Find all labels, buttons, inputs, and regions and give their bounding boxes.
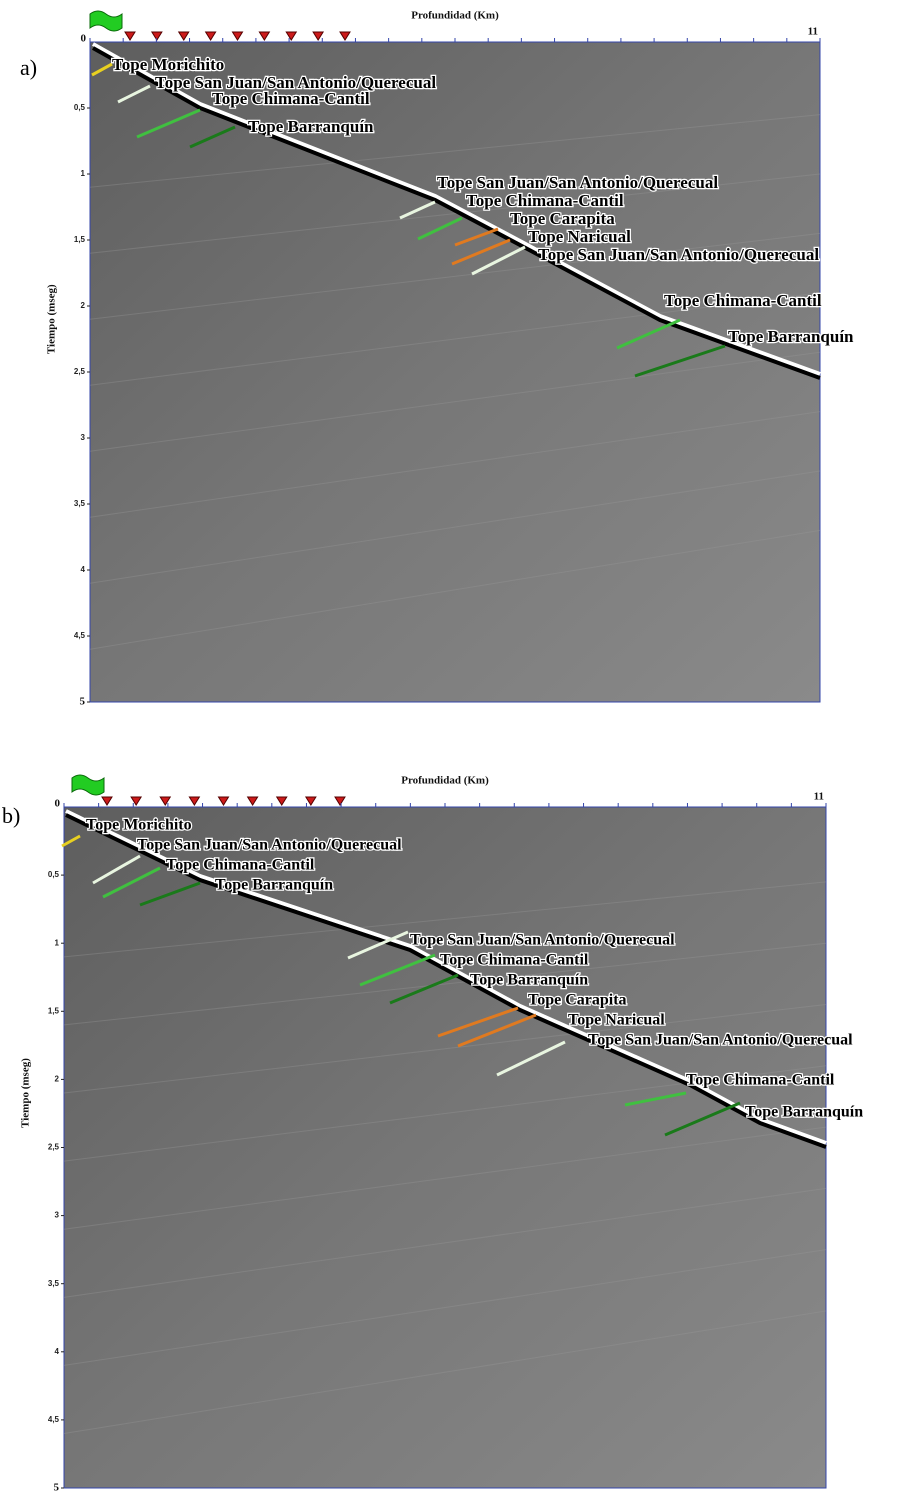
y-tick-label: 1,5 xyxy=(48,1006,60,1015)
x-end-label: 11 xyxy=(814,791,824,803)
horizon-label: Tope Barranquín xyxy=(470,972,588,989)
horizon-label: Tope Carapita xyxy=(528,992,627,1009)
y-tick-label: 1 xyxy=(55,938,60,947)
y-tick-label: 4 xyxy=(81,565,86,574)
horizon-label: Tope Chimana-Cantil xyxy=(466,191,624,210)
receiver-marker xyxy=(248,797,258,805)
y-tick-label: 2,5 xyxy=(74,367,86,376)
receiver-marker xyxy=(219,797,229,805)
receiver-marker xyxy=(160,797,170,805)
receiver-marker xyxy=(286,32,296,40)
horizon-label: Tope San Juan/San Antonio/Querecual xyxy=(588,1032,853,1049)
panel: a) Profundidad (Km) 0 11 0,5 1 1,5 2 2,5 3 3,5 4 4,5… xyxy=(20,10,854,708)
receiver-marker xyxy=(313,32,323,40)
receiver-marker xyxy=(306,797,316,805)
x-end-label: 11 xyxy=(808,26,818,38)
receiver-marker xyxy=(189,797,199,805)
horizon-label: Tope Barranquín xyxy=(248,117,374,136)
y-tick-label: 3,5 xyxy=(74,499,86,508)
y-tick-label: 4 xyxy=(55,1347,60,1356)
horizon-label: Tope Chimana-Cantil xyxy=(212,89,370,108)
panel: b) Profundidad (Km) 0 11 0,5 1 1,5 2 2,5 3 3,5 4 4,5… xyxy=(2,775,863,1491)
y-tick-label: 0,5 xyxy=(48,870,60,879)
y-tick-label: 2 xyxy=(55,1075,60,1084)
figure: a) Profundidad (Km) 0 11 0,5 1 1,5 2 2,5 3 3,5 4 4,5… xyxy=(0,0,919,1491)
receiver-marker xyxy=(206,32,216,40)
y-tick-label: 4,5 xyxy=(74,631,86,640)
x-axis-title: Profundidad (Km) xyxy=(411,10,499,22)
horizon-label: Tope Carapita xyxy=(510,209,615,228)
horizon-label: Tope San Juan/San Antonio/Querecual xyxy=(137,837,402,854)
y-axis-title: Tiempo (mseg) xyxy=(46,284,58,354)
receiver-marker xyxy=(152,32,162,40)
y-tick-label: 0,5 xyxy=(74,103,86,112)
receiver-marker xyxy=(233,32,243,40)
y-tick-label: 3 xyxy=(55,1211,60,1220)
horizon-label: Tope Barranquín xyxy=(745,1104,863,1121)
seismic-section xyxy=(90,42,820,702)
x-start-label: 0 xyxy=(81,33,87,45)
horizon-label: Tope Chimana-Cantil xyxy=(664,291,822,310)
horizon-label: Tope Morichito xyxy=(86,817,192,834)
y-tick-label: 4,5 xyxy=(48,1415,60,1424)
y-tick-label: 2,5 xyxy=(48,1143,60,1152)
y-tick-label: 1 xyxy=(81,169,86,178)
panel-label: a) xyxy=(20,55,37,80)
y-axis-title: Tiempo (mseg) xyxy=(20,1058,32,1128)
x-axis-title: Profundidad (Km) xyxy=(401,775,489,787)
horizon-label: Tope Barranquín xyxy=(215,877,333,894)
horizon-label: Tope Chimana-Cantil xyxy=(686,1072,835,1089)
receiver-marker xyxy=(131,797,141,805)
flag-icon xyxy=(90,11,122,31)
receiver-marker xyxy=(277,797,287,805)
y-tick-label: 5 xyxy=(80,696,86,708)
panel-label: b) xyxy=(2,803,20,828)
horizon-label: Tope Chimana-Cantil xyxy=(440,952,589,969)
receiver-marker xyxy=(259,32,269,40)
y-tick-label: 3,5 xyxy=(48,1279,60,1288)
receiver-marker xyxy=(179,32,189,40)
horizon-label: Tope Chimana-Cantil xyxy=(166,857,315,874)
receiver-marker xyxy=(335,797,345,805)
receiver-marker xyxy=(125,32,135,40)
horizon-label: Tope Morichito xyxy=(112,55,224,74)
horizon-label: Tope San Juan/San Antonio/Querecual xyxy=(538,245,819,264)
horizon-label: Tope Naricual xyxy=(528,227,631,246)
receiver-marker xyxy=(102,797,112,805)
y-tick-label: 1,5 xyxy=(74,235,86,244)
x-start-label: 0 xyxy=(55,798,61,810)
horizon-label: Tope Naricual xyxy=(568,1012,665,1029)
y-tick-label: 5 xyxy=(54,1482,60,1491)
y-tick-label: 3 xyxy=(81,433,86,442)
horizon-label: Tope San Juan/San Antonio/Querecual xyxy=(437,173,718,192)
y-tick-label: 2 xyxy=(81,301,86,310)
receiver-marker xyxy=(340,32,350,40)
horizon-label: Tope Barranquín xyxy=(728,327,854,346)
flag-icon xyxy=(72,775,104,795)
seismic-section xyxy=(64,807,826,1488)
horizon-label: Tope San Juan/San Antonio/Querecual xyxy=(410,932,675,949)
